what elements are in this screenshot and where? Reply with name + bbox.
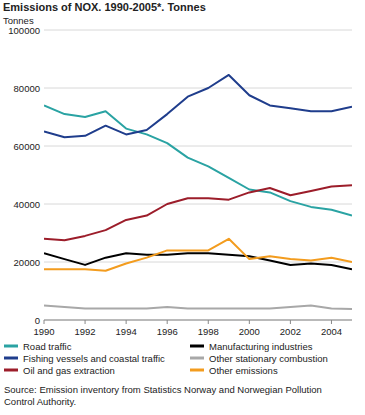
chart: Emissions of NOX. 1990-2005*. TonnesTonn… — [0, 0, 365, 415]
legend-swatch — [4, 357, 18, 360]
x-tick — [85, 320, 86, 324]
y-tick-label: 80000 — [14, 83, 40, 94]
legend-swatch — [190, 357, 204, 360]
source: Source: Emission inventory from Statisti… — [4, 384, 344, 408]
legend-swatch — [4, 369, 18, 372]
series-line — [44, 75, 352, 137]
y-tick-label: 60000 — [14, 141, 40, 152]
x-tick — [208, 320, 209, 324]
legend-swatch — [190, 369, 204, 372]
x-tick-label: 1990 — [33, 326, 54, 337]
x-axis — [44, 320, 352, 321]
x-tick-label: 1994 — [116, 326, 137, 337]
series-line — [44, 185, 352, 240]
y-tick-label: 20000 — [14, 257, 40, 268]
legend-label: Other stationary combustion — [209, 353, 328, 364]
grid-line — [44, 146, 352, 147]
plot-area — [44, 75, 352, 309]
x-tick-label: 1998 — [198, 326, 219, 337]
legend-label: Other emissions — [209, 365, 278, 376]
legend-label: Fishing vessels and coastal traffic — [23, 353, 165, 364]
legend-swatch — [190, 345, 204, 348]
x-tick — [126, 320, 127, 324]
grid-line — [44, 204, 352, 205]
legend-label: Oil and gas extraction — [23, 365, 115, 376]
x-tick-label: 2004 — [321, 326, 342, 337]
x-tick-label: 1996 — [157, 326, 178, 337]
series-line — [44, 253, 352, 269]
x-tick-label: 2002 — [280, 326, 301, 337]
grid-line — [44, 320, 352, 321]
series-line — [44, 239, 352, 271]
series-line — [44, 306, 352, 309]
legend-label: Manufacturing industries — [209, 341, 313, 352]
legend-label: Road traffic — [23, 341, 72, 352]
x-tick — [331, 320, 332, 324]
grid-line — [44, 30, 352, 31]
x-tick — [249, 320, 250, 324]
x-tick — [290, 320, 291, 324]
grid-line — [44, 88, 352, 89]
y-tick-label: 0 — [35, 315, 40, 326]
x-tick — [167, 320, 168, 324]
y-tick-label: 40000 — [14, 199, 40, 210]
title: Emissions of NOX. 1990-2005*. Tonnes — [3, 1, 206, 13]
x-tick-label: 2000 — [239, 326, 260, 337]
x-tick-label: 1992 — [74, 326, 95, 337]
y-tick-label: 100000 — [8, 25, 40, 36]
legend-swatch — [4, 345, 18, 348]
x-tick — [44, 320, 45, 324]
